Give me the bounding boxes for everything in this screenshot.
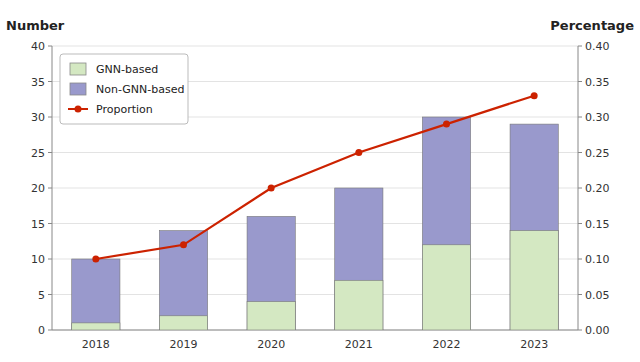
marker [355, 149, 362, 156]
x-axis-line [52, 330, 578, 331]
legend-label: Non-GNN-based [96, 83, 184, 96]
tick-mark [578, 46, 582, 47]
tick-label: 0.40 [585, 40, 610, 53]
bar [247, 302, 295, 330]
tick-label: 2020 [257, 338, 285, 351]
bar [72, 259, 120, 330]
tick-label: 2022 [433, 338, 461, 351]
bar [510, 231, 558, 330]
tick-mark [48, 152, 52, 153]
tick-mark [578, 152, 582, 153]
grid-line [52, 294, 578, 295]
axes: 0 5 10 15 20 25 30 35 40 0.00 0.05 0.10 0.15 0.20 0.25… [31, 40, 610, 351]
tick-mark [578, 81, 582, 82]
legend-box [60, 54, 188, 124]
bar [159, 231, 207, 330]
tick-label: 10 [31, 253, 45, 266]
tick-mark [48, 46, 52, 47]
grid-line [52, 223, 578, 224]
bar [72, 323, 120, 330]
tick-label: 2018 [82, 338, 110, 351]
tick-mark [578, 117, 582, 118]
bar-series [72, 117, 559, 330]
axis-label: Percentage [550, 18, 634, 33]
tick-mark [578, 259, 582, 260]
tick-mark [48, 330, 52, 331]
bar [159, 316, 207, 330]
y-axis-line [52, 46, 53, 330]
tick-mark [578, 188, 582, 189]
marker [531, 92, 538, 99]
legend-swatch [75, 106, 82, 113]
tick-mark [578, 330, 582, 331]
tick-label: 5 [38, 289, 45, 302]
grid-line [52, 188, 578, 189]
marker [443, 121, 450, 128]
tick-label: 0.25 [585, 147, 610, 160]
tick-mark [48, 81, 52, 82]
tick-label: 25 [31, 147, 45, 160]
tick-label: 2023 [520, 338, 548, 351]
tick-label: 2021 [345, 338, 373, 351]
tick-label: 0.30 [585, 111, 610, 124]
tick-mark [48, 294, 52, 295]
y2-axis-line [578, 46, 579, 330]
tick-label: 15 [31, 218, 45, 231]
tick-mark [48, 188, 52, 189]
tick-label: 20 [31, 182, 45, 195]
legend-label: GNN-based [96, 63, 158, 76]
tick-label: 0.00 [585, 324, 610, 337]
tick-mark [48, 117, 52, 118]
tick-label: 0.10 [585, 253, 610, 266]
tick-label: 0 [38, 324, 45, 337]
tick-label: 40 [31, 40, 45, 53]
grid-line [52, 330, 578, 331]
marker [92, 256, 99, 263]
tick-label: 0.15 [585, 218, 610, 231]
marker [268, 185, 275, 192]
tick-mark [48, 259, 52, 260]
plot-area [72, 92, 559, 330]
tick-label: 35 [31, 76, 45, 89]
bar [510, 124, 558, 330]
legend-swatch [70, 63, 86, 75]
bar [335, 280, 383, 330]
tick-mark [48, 223, 52, 224]
marker [180, 241, 187, 248]
axis-label: Number [6, 18, 65, 33]
bar-series [72, 231, 559, 330]
bar [247, 216, 295, 330]
grid-line [52, 46, 578, 47]
bar [335, 188, 383, 330]
tick-mark [578, 223, 582, 224]
grid-line [52, 152, 578, 153]
tick-label: 2019 [170, 338, 198, 351]
legend: GNN-based Non-GNN-based Proportion [60, 54, 188, 124]
bar [422, 245, 470, 330]
tick-label: 30 [31, 111, 45, 124]
tick-mark [578, 294, 582, 295]
tick-label: 0.20 [585, 182, 610, 195]
legend-label: Proportion [96, 103, 153, 116]
tick-label: 0.35 [585, 76, 610, 89]
tick-label: 0.05 [585, 289, 610, 302]
legend-swatch [70, 83, 86, 95]
bar [422, 117, 470, 330]
grid-line [52, 259, 578, 260]
